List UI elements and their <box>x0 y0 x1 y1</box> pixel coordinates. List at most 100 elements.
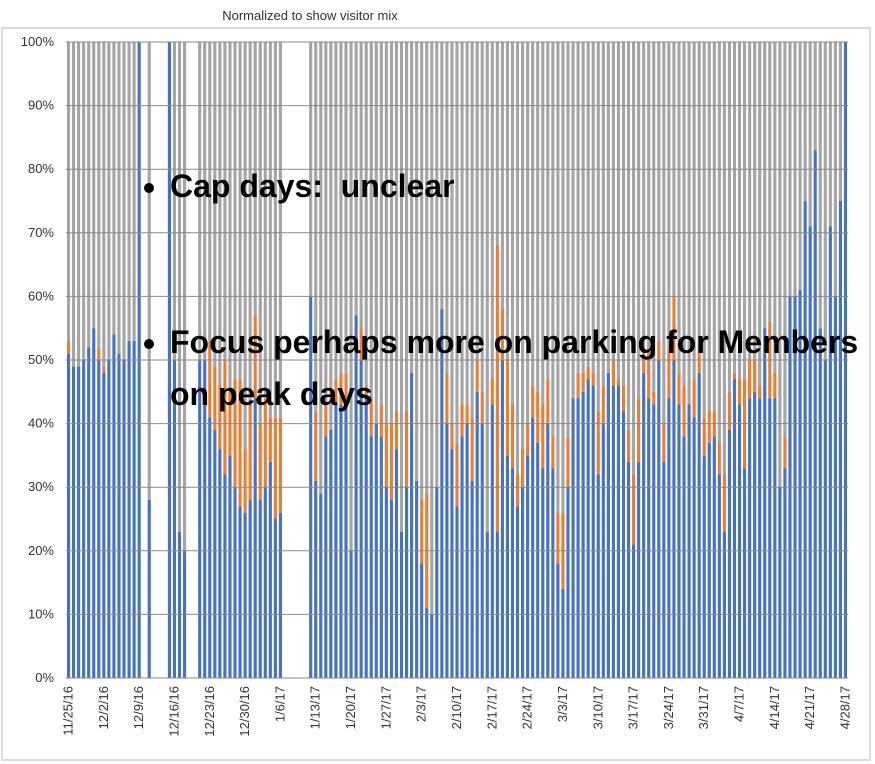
y-tick-label: 90% <box>28 98 54 113</box>
bar-segment <box>510 404 515 469</box>
bar-segment <box>828 42 832 227</box>
bar-segment <box>596 42 600 411</box>
bar-segment <box>208 340 212 418</box>
bar-segment <box>253 398 257 678</box>
bar-segment <box>379 436 383 678</box>
x-tick-label: 12/16/16 <box>166 686 181 737</box>
bar-segment <box>359 42 363 329</box>
bar-segment <box>652 404 656 678</box>
bar-segment <box>77 42 81 367</box>
bar-segment <box>465 42 469 405</box>
bar-segment <box>541 468 545 678</box>
bar-segment <box>314 42 318 411</box>
bar-segment <box>273 519 277 678</box>
bar-segment <box>324 42 328 405</box>
bar-segment <box>258 499 262 678</box>
bar-segment <box>490 42 494 380</box>
bar-segment <box>566 487 570 678</box>
y-tick-label: 70% <box>28 225 54 240</box>
bar-segment <box>606 42 610 373</box>
bar-segment <box>616 42 621 380</box>
bar-segment <box>591 385 595 678</box>
bar-segment <box>208 42 212 341</box>
bar-segment <box>536 442 540 678</box>
bar-segment <box>122 360 126 678</box>
bar-segment <box>667 347 671 399</box>
bar-segment <box>521 42 525 450</box>
bar-segment <box>783 42 787 437</box>
bar-segment <box>748 398 752 678</box>
bar-segment <box>596 410 600 475</box>
bar-segment <box>213 42 217 367</box>
bar-segment <box>379 404 383 437</box>
bar-segment <box>455 442 459 507</box>
bar-segment <box>258 423 262 500</box>
bar-segment <box>702 42 706 418</box>
bar-segment <box>581 42 585 373</box>
bar-segment <box>626 461 631 678</box>
bar-segment <box>657 340 661 360</box>
bar-segment <box>218 42 222 386</box>
bar-segment <box>435 487 439 678</box>
bar-segment <box>460 404 464 437</box>
bar-segment <box>657 42 661 341</box>
bar-segment <box>611 42 615 360</box>
bar-segment <box>319 493 323 678</box>
bar-segment <box>208 417 212 678</box>
bar-segment <box>838 201 842 678</box>
y-tick-label: 30% <box>28 479 54 494</box>
bar-segment <box>339 42 343 373</box>
bar-segment <box>707 442 711 678</box>
bar-segment <box>687 42 691 405</box>
bar-segment <box>334 379 338 405</box>
bar-segment <box>727 429 732 678</box>
bar-segment <box>344 372 348 399</box>
y-tick-label: 20% <box>28 543 54 558</box>
x-tick-label: 4/21/17 <box>802 686 817 729</box>
y-tick-label: 0% <box>35 670 54 685</box>
bar-segment <box>122 42 126 360</box>
bar-segment <box>546 379 550 424</box>
bar-segment <box>621 42 626 386</box>
bar-segment <box>773 372 777 399</box>
bar-segment <box>399 531 404 678</box>
bar-segment <box>737 404 742 678</box>
bar-segment <box>591 372 595 386</box>
bar-segment <box>278 42 282 418</box>
bar-segment <box>541 404 545 469</box>
bar-segment <box>586 42 590 367</box>
bar-segment <box>470 417 474 481</box>
bar-segment <box>682 436 686 678</box>
bar-segment <box>743 468 747 678</box>
bar-segment <box>490 379 494 405</box>
x-tick-label: 3/10/17 <box>590 686 605 729</box>
bar-segment <box>541 42 545 405</box>
x-tick-label: 11/25/16 <box>61 686 76 736</box>
bar-segment <box>460 436 464 678</box>
bar-segment <box>586 366 590 380</box>
bar-segment <box>430 614 434 678</box>
chart-border <box>1 27 871 761</box>
bar-segment <box>420 563 424 678</box>
bar-segment <box>677 372 681 405</box>
bar-segment <box>556 42 560 513</box>
bar-segment <box>172 360 177 678</box>
bar-segment <box>732 42 737 373</box>
x-tick-label: 1/20/17 <box>343 686 358 729</box>
x-tick-label: 2/10/17 <box>449 686 464 729</box>
bar-segment <box>460 42 464 405</box>
bar-segment <box>601 42 605 386</box>
bar-segment <box>253 315 257 399</box>
x-tick-label: 1/6/17 <box>272 686 287 722</box>
bar-segment <box>324 404 328 437</box>
bar-segment <box>672 360 676 678</box>
bar-segment <box>87 347 91 678</box>
x-tick-label: 4/28/17 <box>837 686 852 729</box>
bar-segment <box>470 42 474 418</box>
bar-segment <box>758 385 762 399</box>
bar-segment <box>697 372 701 678</box>
bar-segment <box>692 379 696 418</box>
bar-segment <box>415 42 419 481</box>
bar-segment <box>702 417 706 456</box>
